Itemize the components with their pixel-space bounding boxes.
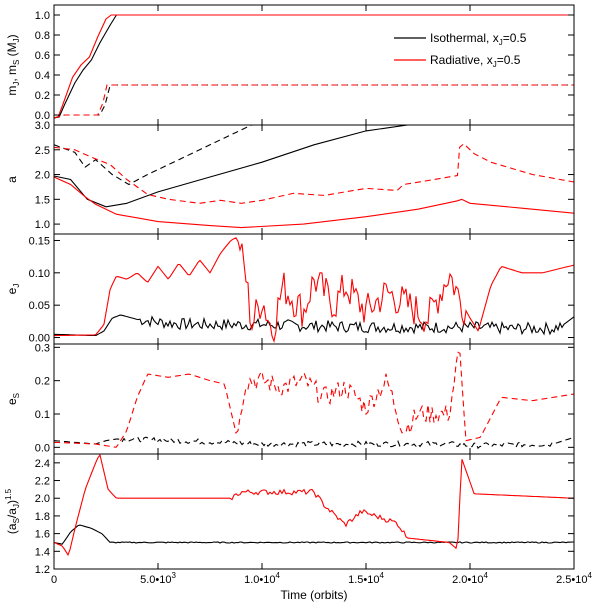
y-tick-label: 1.8 [35, 511, 50, 523]
series-line-ms-radiative [54, 84, 574, 119]
series-line-es-isothermal [54, 436, 574, 450]
y-tick-label: 2.0 [35, 493, 50, 505]
x-tick-label: 0 [51, 574, 57, 586]
y-tick-label: 0.00 [29, 333, 50, 345]
frame-layer [53, 4, 575, 570]
panel-frame [53, 124, 575, 235]
y-tick-label: 2.5 [35, 145, 50, 157]
y-tick-label: 0.0 [35, 110, 50, 122]
series-line-aj-radiative [54, 176, 574, 229]
y-axis-label: (aS/aJ)1.5 [4, 488, 21, 534]
y-tick-label: 0.6 [35, 50, 50, 62]
series-layer [54, 14, 574, 557]
legend-label: Radiative, xJ=0.5 [430, 53, 521, 69]
panel-frame [53, 453, 575, 570]
y-tick-label: 0.4 [35, 70, 50, 82]
series-line-es-radiative [54, 351, 574, 448]
series-line-ratio-radiative [54, 454, 574, 557]
x-axis-label: Time (orbits) [281, 588, 348, 602]
y-axis-label: eJ [5, 284, 21, 295]
y-tick-label: 0.0 [35, 442, 50, 454]
y-tick-label: 0.1 [35, 409, 50, 421]
y-tick-label: 0.10 [29, 268, 50, 280]
y-tick-label: 1.0 [35, 10, 50, 22]
legend: Isothermal, xJ=0.5 Radiative, xJ=0.5 [394, 31, 527, 69]
y-axis-label: a [5, 176, 19, 183]
x-tick-label: 1.0•104 [244, 571, 280, 586]
series-line-mj-isothermal [54, 14, 574, 119]
y-tick-label: 0.3 [35, 342, 50, 354]
y-tick-label: 1.0 [35, 219, 50, 231]
y-tick-label: 1.6 [35, 529, 50, 541]
x-tick-label: 2.0•104 [452, 571, 488, 586]
series-line-mj-radiative [54, 14, 574, 119]
series-line-as-radiative [54, 143, 574, 204]
axes-layer: 0.0 0.2 0.4 0.6 0.8 1.0 mJ, mS (MJ) 1.0 1.5 2.0 2.… [4, 10, 592, 586]
y-tick-label: 1.4 [35, 546, 50, 558]
y-tick-label: 2.2 [35, 476, 50, 488]
y-tick-label: 0.2 [35, 376, 50, 388]
y-axis-label: eS [5, 393, 21, 405]
series-line-ej-radiative [54, 237, 574, 344]
x-tick-label: 5.0•103 [140, 571, 176, 586]
y-tick-label: 3.0 [35, 120, 50, 132]
y-tick-label: 2.4 [35, 458, 50, 470]
y-tick-label: 0.2 [35, 90, 50, 102]
y-tick-label: 0.05 [29, 300, 50, 312]
y-tick-label: 0.8 [35, 30, 50, 42]
y-tick-label: 1.5 [35, 194, 50, 206]
y-axis-label: mJ, mS (MJ) [5, 34, 21, 95]
panel-frame [53, 343, 575, 455]
y-tick-label: 0.15 [29, 235, 50, 247]
legend-label: Isothermal, xJ=0.5 [430, 31, 527, 47]
series-line-ratio-isothermal [54, 524, 574, 545]
y-tick-label: 2.0 [35, 170, 50, 182]
y-tick-label: 1.2 [35, 564, 50, 576]
series-line-ej-isothermal [54, 314, 574, 337]
series-line-as-isothermal [54, 125, 254, 186]
x-tick-label: 1.5•104 [348, 571, 384, 586]
x-tick-label: 2.5•104 [556, 571, 592, 586]
series-line-ms-isothermal [54, 84, 574, 119]
